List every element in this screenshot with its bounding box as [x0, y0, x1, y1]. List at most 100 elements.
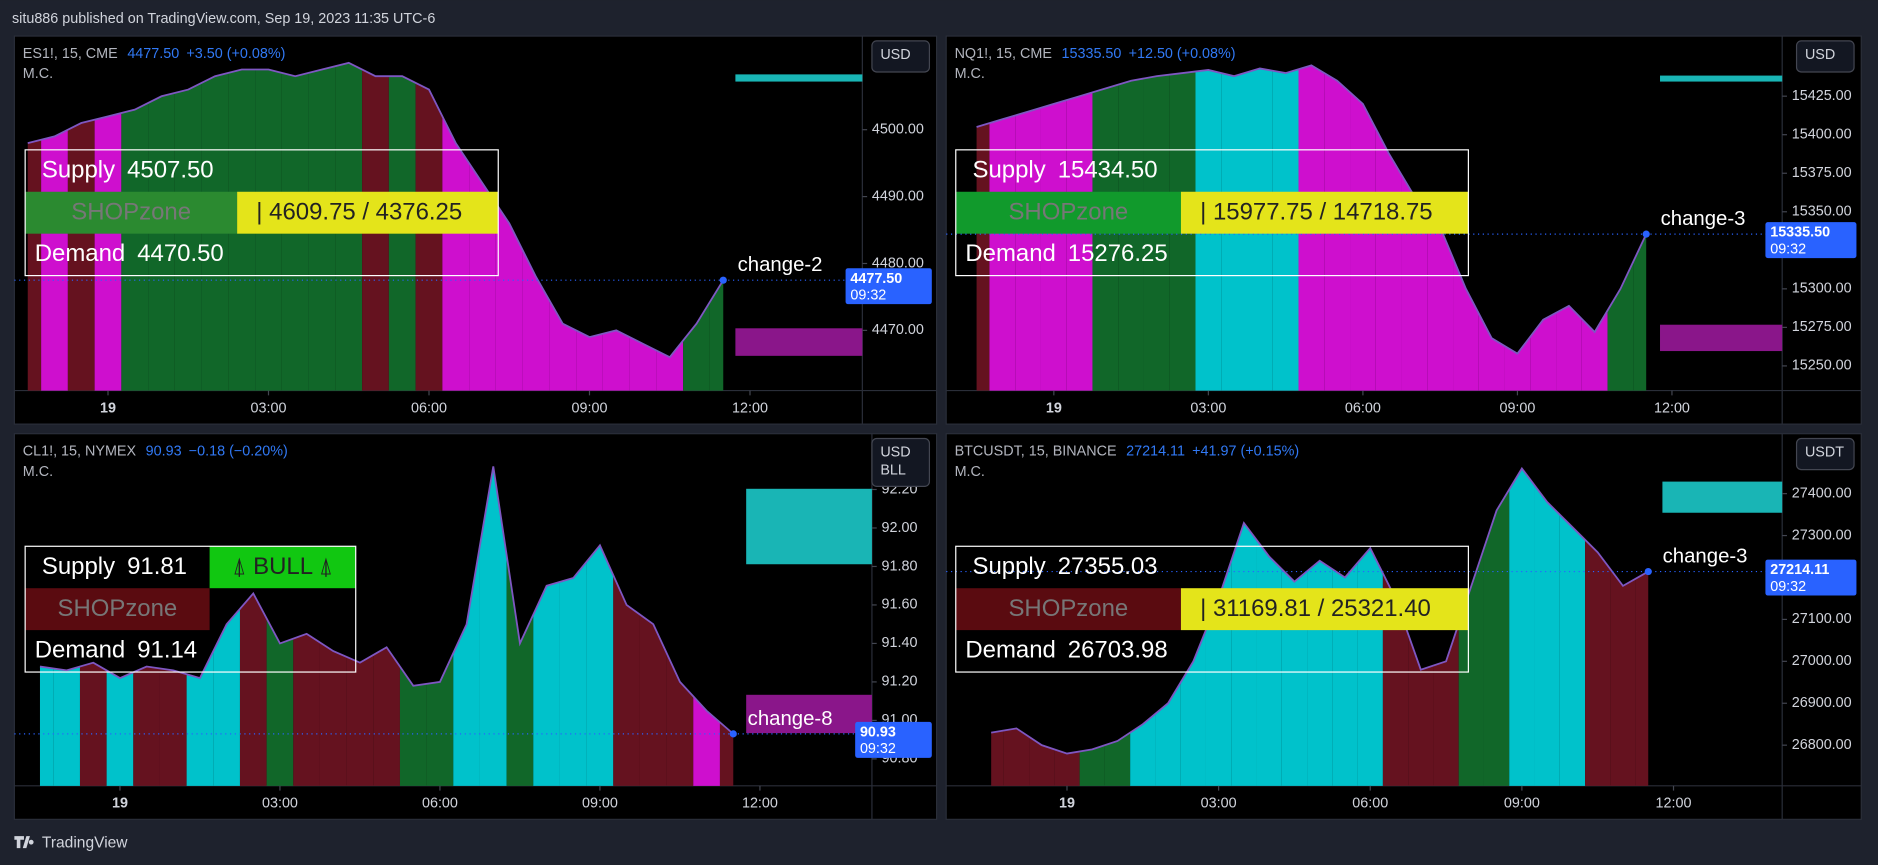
area-band: [1003, 728, 1030, 786]
symbol: BTCUSDT, 15, BINANCE: [955, 443, 1117, 459]
price-tag: [1765, 222, 1857, 259]
x-tick-label: 19: [112, 796, 128, 812]
x-tick-label: 19: [1046, 400, 1062, 416]
price-line: [39, 466, 734, 735]
price-tag: [1765, 559, 1857, 596]
x-tick-label: 06:00: [1345, 400, 1381, 416]
x-tick-label: 03:00: [262, 796, 298, 812]
publish-header: situ886 published on TradingView.com, Se…: [12, 11, 435, 27]
y-tick-label: 15250.00: [1792, 358, 1852, 374]
area-band: [1478, 313, 1505, 391]
signal: ⍋ BULL ⍋: [232, 553, 333, 580]
x-tick-label: 09:00: [1504, 796, 1540, 812]
study-name: M.C.: [955, 66, 985, 82]
area-band: [1581, 310, 1608, 391]
demand-row: Demand 91.14: [35, 637, 197, 664]
currency-button[interactable]: [1795, 40, 1855, 73]
currency-label: USD: [1805, 47, 1835, 63]
area-band: [1427, 211, 1454, 391]
area-band: [1079, 745, 1105, 786]
level-zone: [1662, 481, 1783, 513]
demand-row: Demand 26703.98: [965, 637, 1167, 664]
x-tick-label: 09:00: [572, 400, 608, 416]
area-band: [94, 112, 122, 391]
demand-value: 91.14: [137, 637, 197, 664]
demand-value: 15276.25: [1068, 241, 1168, 268]
area-band: [399, 666, 427, 786]
y-tick-label: 27100.00: [1792, 611, 1852, 627]
price-tag: [845, 268, 932, 305]
y-tick-label: 15275.00: [1792, 319, 1852, 335]
y-tick-label: 4490.00: [872, 188, 924, 204]
footer-brand[interactable]: TradingView: [42, 834, 128, 851]
last-value: 4477.50: [127, 46, 179, 62]
area-band: [1357, 548, 1383, 786]
price-line: [976, 64, 1648, 355]
x-tick-label: 03:00: [1190, 400, 1226, 416]
area-band: [346, 654, 374, 786]
zone-range-bg: [1180, 191, 1469, 234]
area-band: [683, 301, 710, 391]
area-band: [133, 666, 160, 786]
currency-label: USD: [880, 445, 910, 461]
area-band: [67, 119, 95, 391]
area-band: [533, 581, 560, 786]
price-tag: [855, 721, 932, 758]
area-band: [989, 115, 1016, 391]
area-band: [1054, 749, 1080, 786]
y-tick-label: 15400.00: [1792, 127, 1852, 143]
annotation: change-3: [1661, 208, 1746, 230]
area-band: [1104, 732, 1131, 786]
zone-box: [955, 149, 1469, 277]
area-band: [159, 668, 187, 786]
price-tag-value: 15335.50: [1770, 225, 1830, 241]
study-name: M.C.: [23, 464, 53, 480]
area-band: [1509, 468, 1535, 786]
area-band: [991, 730, 1004, 786]
area-band: [1607, 261, 1634, 391]
area-band: [1633, 234, 1647, 391]
symbol-header: BTCUSDT, 15, BINANCE 27214.11 +41.97 (+0.1…: [955, 443, 1300, 459]
y-tick-label: 15300.00: [1792, 281, 1852, 297]
currency-button[interactable]: [871, 40, 931, 73]
level-zone: [735, 328, 863, 356]
currency-button[interactable]: [871, 437, 931, 487]
area-band: [586, 545, 614, 786]
supply-row: Supply 91.81: [42, 553, 187, 580]
symbol-header: CL1!, 15, NYMEX 90.93 −0.18 (−0.20%): [23, 443, 288, 459]
level-zone: [1660, 324, 1783, 352]
annotation: change-2: [738, 254, 823, 276]
y-tick-label: 4470.00: [872, 322, 924, 338]
y-tick-label: 4500.00: [872, 122, 924, 138]
zone-name-bg: [25, 588, 210, 631]
area-band: [639, 614, 667, 786]
zone-name: SHOPzone: [71, 199, 191, 226]
area-band: [506, 554, 534, 786]
area-band: [976, 123, 990, 391]
currency-button[interactable]: [1795, 437, 1855, 471]
logo: [14, 836, 34, 849]
price-tag-value: 27214.11: [1770, 562, 1829, 578]
symbol: NQ1!, 15, CME: [955, 46, 1052, 62]
area-band: [1453, 258, 1479, 391]
supply-label: Supply: [973, 157, 1046, 184]
study-name: M.C.: [955, 464, 985, 480]
y-tick-label: 15425.00: [1792, 88, 1852, 104]
area-band: [719, 722, 734, 786]
area-band: [373, 647, 400, 786]
demand-label: Demand: [965, 241, 1055, 268]
x-tick-label: 12:00: [742, 796, 778, 812]
change-value: +12.50 (+0.08%): [1129, 46, 1236, 62]
demand-row: Demand 4470.50: [35, 241, 224, 268]
last-value: 15335.50: [1062, 46, 1122, 62]
area-band: [39, 666, 54, 786]
area-band: [1118, 78, 1144, 391]
demand-row: Demand 15276.25: [965, 241, 1167, 268]
zone-name-bg: [25, 191, 238, 234]
supply-row: Supply 4507.50: [42, 157, 214, 184]
price-line: [27, 61, 725, 359]
x-tick-label: 06:00: [411, 400, 447, 416]
y-tick-label: 27400.00: [1792, 485, 1852, 501]
demand-label: Demand: [35, 241, 125, 268]
